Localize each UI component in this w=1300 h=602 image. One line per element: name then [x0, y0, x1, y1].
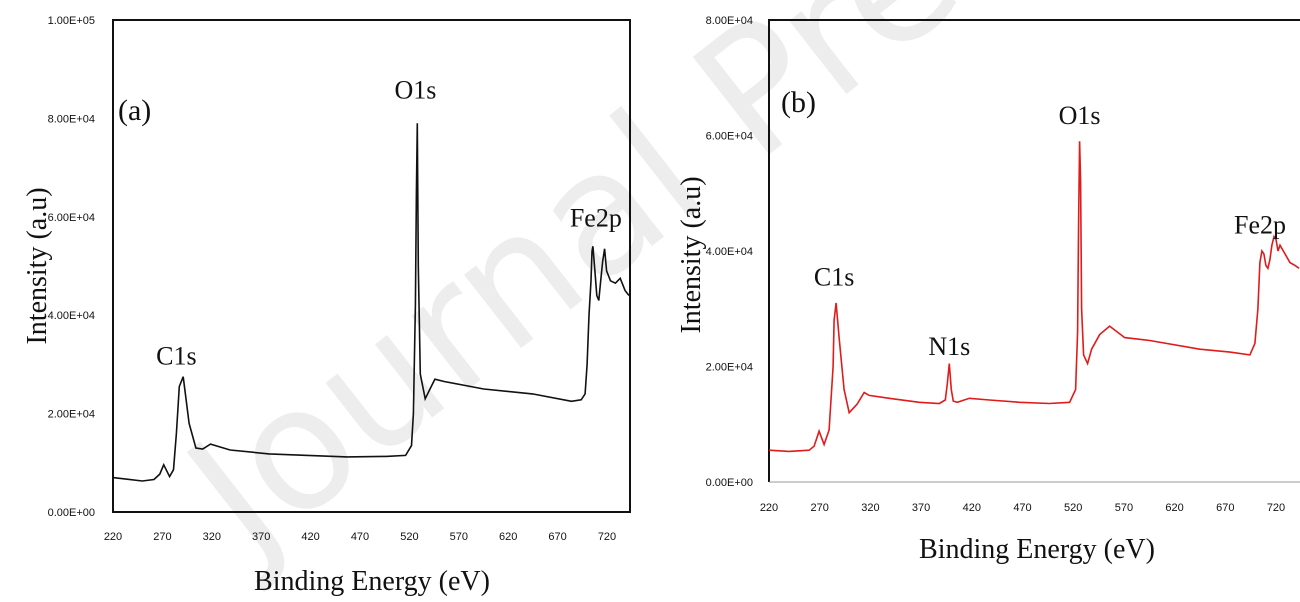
peak-label: C1s: [814, 263, 854, 292]
peak-label: O1s: [1059, 101, 1101, 130]
x-tick-label: 270: [811, 502, 829, 514]
x-tick-label: 320: [861, 502, 879, 514]
x-axis-title-a: Binding Energy (eV): [254, 566, 490, 597]
peak-label: C1s: [156, 341, 196, 370]
y-tick-labels-b: 0.00E+00 2.00E+04 4.00E+04 6.00E+04 8.00E+04: [706, 15, 753, 489]
x-tick-label: 470: [351, 531, 369, 543]
x-tick-label: 220: [104, 531, 122, 543]
x-tick-label: 670: [548, 531, 566, 543]
x-tick-labels-a: 220 270 320 370 420 470 520 570 620 670 720: [104, 531, 616, 543]
panel-label-b: (b): [781, 86, 816, 119]
peak-labels-b: C1s N1s O1s Fe2p: [814, 101, 1286, 361]
peak-label: Fe2p: [570, 204, 622, 233]
x-tick-label: 570: [1115, 502, 1133, 514]
peak-label: Fe2p: [1234, 211, 1286, 240]
x-tick-label: 270: [153, 531, 171, 543]
panel-label-a: (a): [118, 94, 151, 127]
x-tick-label: 370: [252, 531, 270, 543]
x-tick-label: 220: [760, 502, 778, 514]
y-tick-label: 0.00E+00: [706, 477, 753, 489]
x-tick-labels-b: 220 270 320 370 420 470 520 570 620 670 720: [760, 502, 1285, 514]
y-tick-label: 8.00E+04: [706, 15, 753, 27]
y-tick-label: 6.00E+04: [706, 131, 753, 143]
x-tick-label: 420: [963, 502, 981, 514]
plot-frame-b: [768, 19, 1300, 482]
y-tick-label: 6.00E+04: [48, 212, 95, 224]
y-tick-label: 4.00E+04: [706, 246, 753, 258]
y-axis-title-a: Intensity (a.u): [22, 187, 53, 344]
x-tick-label: 720: [1267, 502, 1285, 514]
y-tick-label: 0.00E+00: [48, 507, 95, 519]
y-tick-label: 4.00E+04: [48, 310, 95, 322]
x-tick-label: 570: [450, 531, 468, 543]
y-tick-label: 2.00E+04: [48, 409, 95, 421]
y-axis-title-b: Intensity (a.u): [676, 176, 707, 333]
spectrum-line-b: [768, 141, 1300, 453]
peak-label: N1s: [928, 332, 970, 361]
x-tick-label: 470: [1013, 502, 1031, 514]
x-axis-title-b: Binding Energy (eV): [919, 534, 1155, 565]
x-tick-label: 520: [400, 531, 418, 543]
y-tick-labels-a: 0.00E+00 2.00E+04 4.00E+04 6.00E+04 8.00E+04…: [48, 15, 95, 519]
x-tick-label: 420: [301, 531, 319, 543]
x-tick-label: 620: [499, 531, 517, 543]
x-tick-label: 320: [203, 531, 221, 543]
x-tick-label: 620: [1165, 502, 1183, 514]
x-tick-label: 520: [1064, 502, 1082, 514]
spectrum-line-a: [112, 123, 630, 482]
x-tick-label: 670: [1216, 502, 1234, 514]
x-tick-label: 370: [912, 502, 930, 514]
y-tick-label: 8.00E+04: [48, 113, 95, 125]
y-tick-label: 1.00E+05: [48, 15, 95, 27]
chart-panel-a: 0.00E+00 2.00E+04 4.00E+04 6.00E+04 8.00E+04…: [22, 15, 631, 597]
chart-panel-b: 0.00E+00 2.00E+04 4.00E+04 6.00E+04 8.00E+04…: [676, 15, 1300, 565]
x-tick-label: 720: [598, 531, 616, 543]
peak-labels-a: C1s O1s Fe2p: [156, 76, 622, 371]
peak-label: O1s: [394, 76, 436, 105]
plot-frame-a: [112, 19, 631, 513]
y-tick-label: 2.00E+04: [706, 362, 753, 374]
